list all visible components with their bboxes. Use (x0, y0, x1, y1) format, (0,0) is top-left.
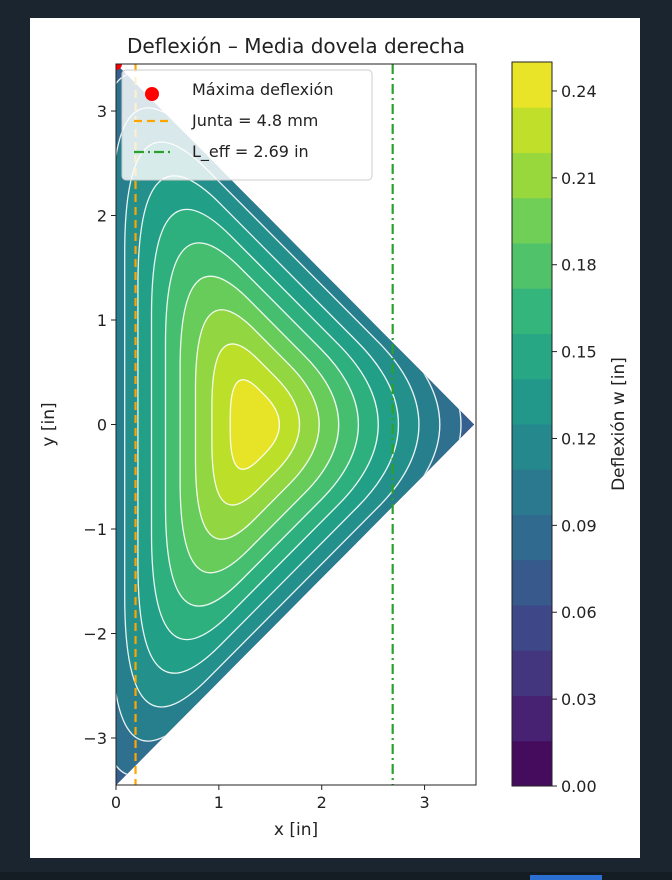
y-axis-label: y [in] (39, 402, 59, 446)
colorbar-tick-label: 0.21 (561, 169, 597, 188)
y-tick-label: −3 (83, 729, 107, 748)
x-tick-label: 2 (317, 793, 327, 812)
axes: 0 1 2 3 −3 −2 −1 0 1 2 3 (83, 63, 477, 812)
contour-line-10 (164, 242, 360, 607)
y-tick-label: 2 (97, 207, 107, 226)
colorbar-frame (511, 61, 553, 787)
legend: Máxima deflexión Junta = 4.8 mm L_eff = … (121, 69, 373, 181)
legend-label-junta: Junta = 4.8 mm (191, 111, 318, 130)
colorbar-tick-label: 0.06 (561, 603, 597, 622)
x-axis-label: x [in] (274, 820, 318, 840)
colorbar-tick-label: 0.00 (561, 777, 597, 796)
x-tick-label: 1 (214, 793, 224, 812)
y-tick-label: −2 (83, 624, 107, 643)
colorbar-label: Deflexión w [in] (609, 357, 629, 491)
colorbar-segment (512, 740, 552, 787)
legend-label-max-deflection: Máxima deflexión (192, 80, 333, 99)
colorbar-segment (512, 288, 552, 334)
contour-line-8 (137, 175, 399, 674)
colorbar-segment (512, 243, 552, 289)
legend-box (121, 69, 373, 181)
colorbar-segment (512, 62, 552, 108)
colorbar-segment (512, 605, 552, 651)
y-tick-label: 3 (97, 102, 107, 121)
contour-line-11 (179, 275, 340, 574)
deflection-contour-chart: Deflexión – Media dovela derecha 0 1 2 3 −3 −… (39, 34, 629, 840)
x-tick-label: 0 (111, 793, 121, 812)
colorbar-segment (512, 424, 552, 470)
plot-area (116, 64, 474, 785)
colorbar-tick-label: 0.24 (561, 82, 597, 101)
legend-label-leff: L_eff = 2.69 in (192, 142, 309, 162)
figure-canvas: Deflexión – Media dovela derecha 0 1 2 3 −3 −… (30, 18, 640, 858)
colorbar-tick-label: 0.03 (561, 690, 597, 709)
y-tick-label: −1 (83, 520, 107, 539)
colorbar-tick-label: 0.12 (561, 429, 597, 448)
colorbar-segment (512, 378, 552, 425)
contour-line-14 (229, 379, 280, 470)
contour-line-12 (194, 309, 320, 540)
max-deflection-point (116, 64, 122, 70)
colorbar-segment (512, 333, 552, 380)
colorbar-segment (512, 514, 552, 561)
contour-line-13 (211, 343, 301, 506)
y-tick-label: 1 (97, 311, 107, 330)
y-tick-label: 0 (97, 416, 107, 435)
colorbar-segment (512, 695, 552, 742)
colorbar-segment (512, 107, 552, 153)
colorbar-tick-label: 0.09 (561, 516, 597, 535)
colorbar: 0.00 0.03 0.06 0.09 0.12 0.15 0.18 0.21 0.24 (511, 61, 597, 796)
x-tick-label: 3 (419, 793, 429, 812)
colorbar-segment (512, 152, 552, 199)
chart-title: Deflexión – Media dovela derecha (127, 34, 465, 58)
window-bottom-accent (530, 875, 602, 880)
window-bottom-bar (0, 872, 672, 880)
colorbar-segment (512, 197, 552, 244)
contour-band-14 (230, 379, 280, 470)
contour-lines (116, 64, 474, 785)
colorbar-segment (512, 469, 552, 515)
colorbar-segment (512, 559, 552, 606)
legend-marker-max-deflection (145, 87, 159, 101)
contour-line-9 (150, 208, 379, 641)
colorbar-tick-label: 0.18 (561, 256, 597, 275)
colorbar-tick-label: 0.15 (561, 343, 597, 362)
colorbar-segment (512, 650, 552, 696)
